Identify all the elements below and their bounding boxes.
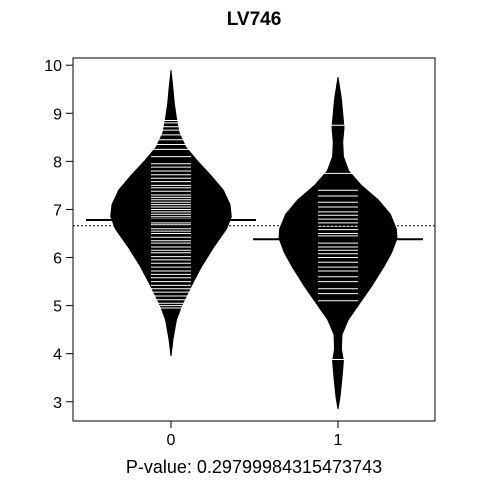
y-tick-label: 9 [53,106,62,123]
x-tick-label: 0 [167,432,176,449]
plot-frame [72,57,436,422]
y-tick-label: 8 [53,154,62,171]
y-tick-label: 7 [53,202,62,219]
y-tick-label: 3 [53,395,62,412]
x-tick-label: 1 [334,432,343,449]
chart-title: LV746 [227,9,282,30]
x-axis-label: P-value: 0.29799984315473743 [126,457,382,477]
bean-shape-0 [110,69,232,357]
beans-layer [110,69,398,410]
y-tick-label: 4 [53,347,62,364]
y-tick-label: 10 [44,58,62,75]
means-layer [73,219,435,241]
y-axis: 3 4 5 6 7 8 9 10 [44,58,73,412]
y-tick-label: 5 [53,299,62,316]
y-tick-label: 6 [53,251,62,268]
